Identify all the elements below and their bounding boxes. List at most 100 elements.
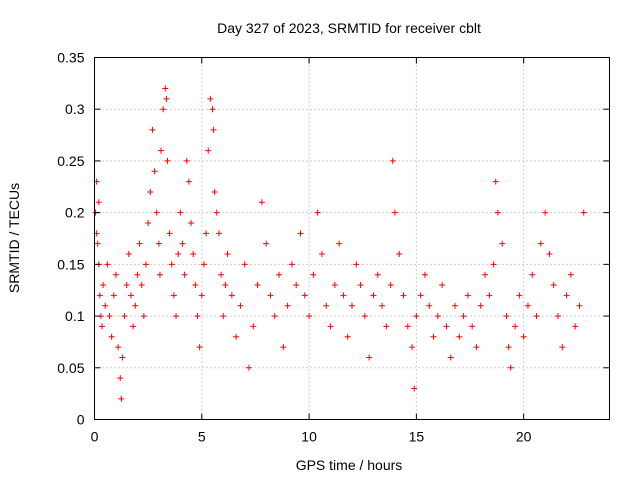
grid xyxy=(94,57,610,420)
x-axis-label: GPS time / hours xyxy=(296,457,403,473)
data-point xyxy=(469,323,476,330)
data-point xyxy=(143,261,149,268)
data-point xyxy=(188,219,195,226)
data-point xyxy=(267,292,274,299)
y-axis-label: SRMTID / TECUs xyxy=(6,183,22,293)
data-point xyxy=(220,313,227,320)
data-point xyxy=(160,106,167,113)
data-point xyxy=(203,230,210,237)
data-point xyxy=(439,282,446,289)
data-point xyxy=(145,219,152,226)
data-point xyxy=(106,313,113,320)
y-tick-label: 0.15 xyxy=(57,256,84,272)
data-point xyxy=(237,302,244,309)
data-point xyxy=(555,313,561,320)
data-point xyxy=(271,313,278,320)
data-point xyxy=(512,323,519,330)
data-point xyxy=(344,333,351,340)
y-tick-label: 0.35 xyxy=(57,50,84,66)
data-point xyxy=(331,282,338,289)
data-point xyxy=(181,271,188,278)
data-point xyxy=(104,261,111,268)
data-point xyxy=(194,313,201,320)
data-point xyxy=(162,85,169,92)
data-point xyxy=(153,209,160,216)
data-point xyxy=(110,292,117,299)
data-point xyxy=(151,168,158,175)
data-point xyxy=(185,178,192,185)
data-point xyxy=(192,282,199,289)
data-point xyxy=(499,240,506,247)
data-point xyxy=(222,282,229,289)
data-point xyxy=(336,240,343,247)
data-point xyxy=(417,292,424,299)
data-point xyxy=(196,344,203,351)
data-point xyxy=(96,292,103,299)
data-point xyxy=(254,282,261,289)
data-point xyxy=(550,282,557,289)
data-point xyxy=(258,199,265,206)
data-point xyxy=(576,302,583,309)
data-point xyxy=(233,333,240,340)
data-point xyxy=(215,230,222,237)
data-point xyxy=(117,375,124,382)
data-point xyxy=(138,282,145,289)
y-tick-label: 0.05 xyxy=(57,360,84,376)
data-point xyxy=(173,313,180,320)
data-point xyxy=(447,354,454,361)
data-point xyxy=(301,292,308,299)
data-point xyxy=(327,323,334,330)
x-tick-label: 0 xyxy=(91,429,99,445)
data-point xyxy=(125,251,132,258)
data-point xyxy=(183,157,190,164)
data-point xyxy=(288,261,295,268)
data-point xyxy=(280,344,287,351)
data-point xyxy=(542,209,549,216)
data-point xyxy=(108,333,115,340)
data-point xyxy=(179,240,186,247)
data-point xyxy=(452,302,458,309)
data-point xyxy=(357,282,364,289)
data-point xyxy=(284,302,291,309)
x-tick-label: 5 xyxy=(198,429,206,445)
data-point xyxy=(546,251,553,258)
data-point xyxy=(134,271,141,278)
data-point xyxy=(537,240,544,247)
data-point xyxy=(175,251,182,258)
data-point xyxy=(100,282,107,289)
data-point xyxy=(520,333,527,340)
data-point xyxy=(228,292,235,299)
data-point xyxy=(166,230,173,237)
data-point xyxy=(127,292,134,299)
data-point xyxy=(132,302,139,309)
data-point xyxy=(241,261,248,268)
x-tick-label: 10 xyxy=(301,429,317,445)
data-point xyxy=(533,313,540,320)
data-point xyxy=(168,261,175,268)
data-point xyxy=(492,178,499,185)
y-tick-label: 0.25 xyxy=(57,153,84,169)
data-point xyxy=(147,188,154,195)
data-point xyxy=(163,95,170,102)
data-point xyxy=(421,271,428,278)
data-point xyxy=(389,157,396,164)
data-point xyxy=(121,313,128,320)
data-point xyxy=(99,323,106,330)
data-point xyxy=(170,292,177,299)
data-point xyxy=(246,364,252,371)
data-point xyxy=(218,271,225,278)
data-point xyxy=(456,333,463,340)
data-point xyxy=(250,323,257,330)
data-point xyxy=(473,344,480,351)
data-point xyxy=(198,292,205,299)
data-point xyxy=(411,385,418,392)
data-point xyxy=(318,251,325,258)
data-point xyxy=(507,364,514,371)
data-point xyxy=(155,240,162,247)
data-point xyxy=(559,344,566,351)
data-point xyxy=(95,199,102,206)
data-point xyxy=(156,271,163,278)
data-point xyxy=(149,126,156,133)
data-point xyxy=(177,209,184,216)
